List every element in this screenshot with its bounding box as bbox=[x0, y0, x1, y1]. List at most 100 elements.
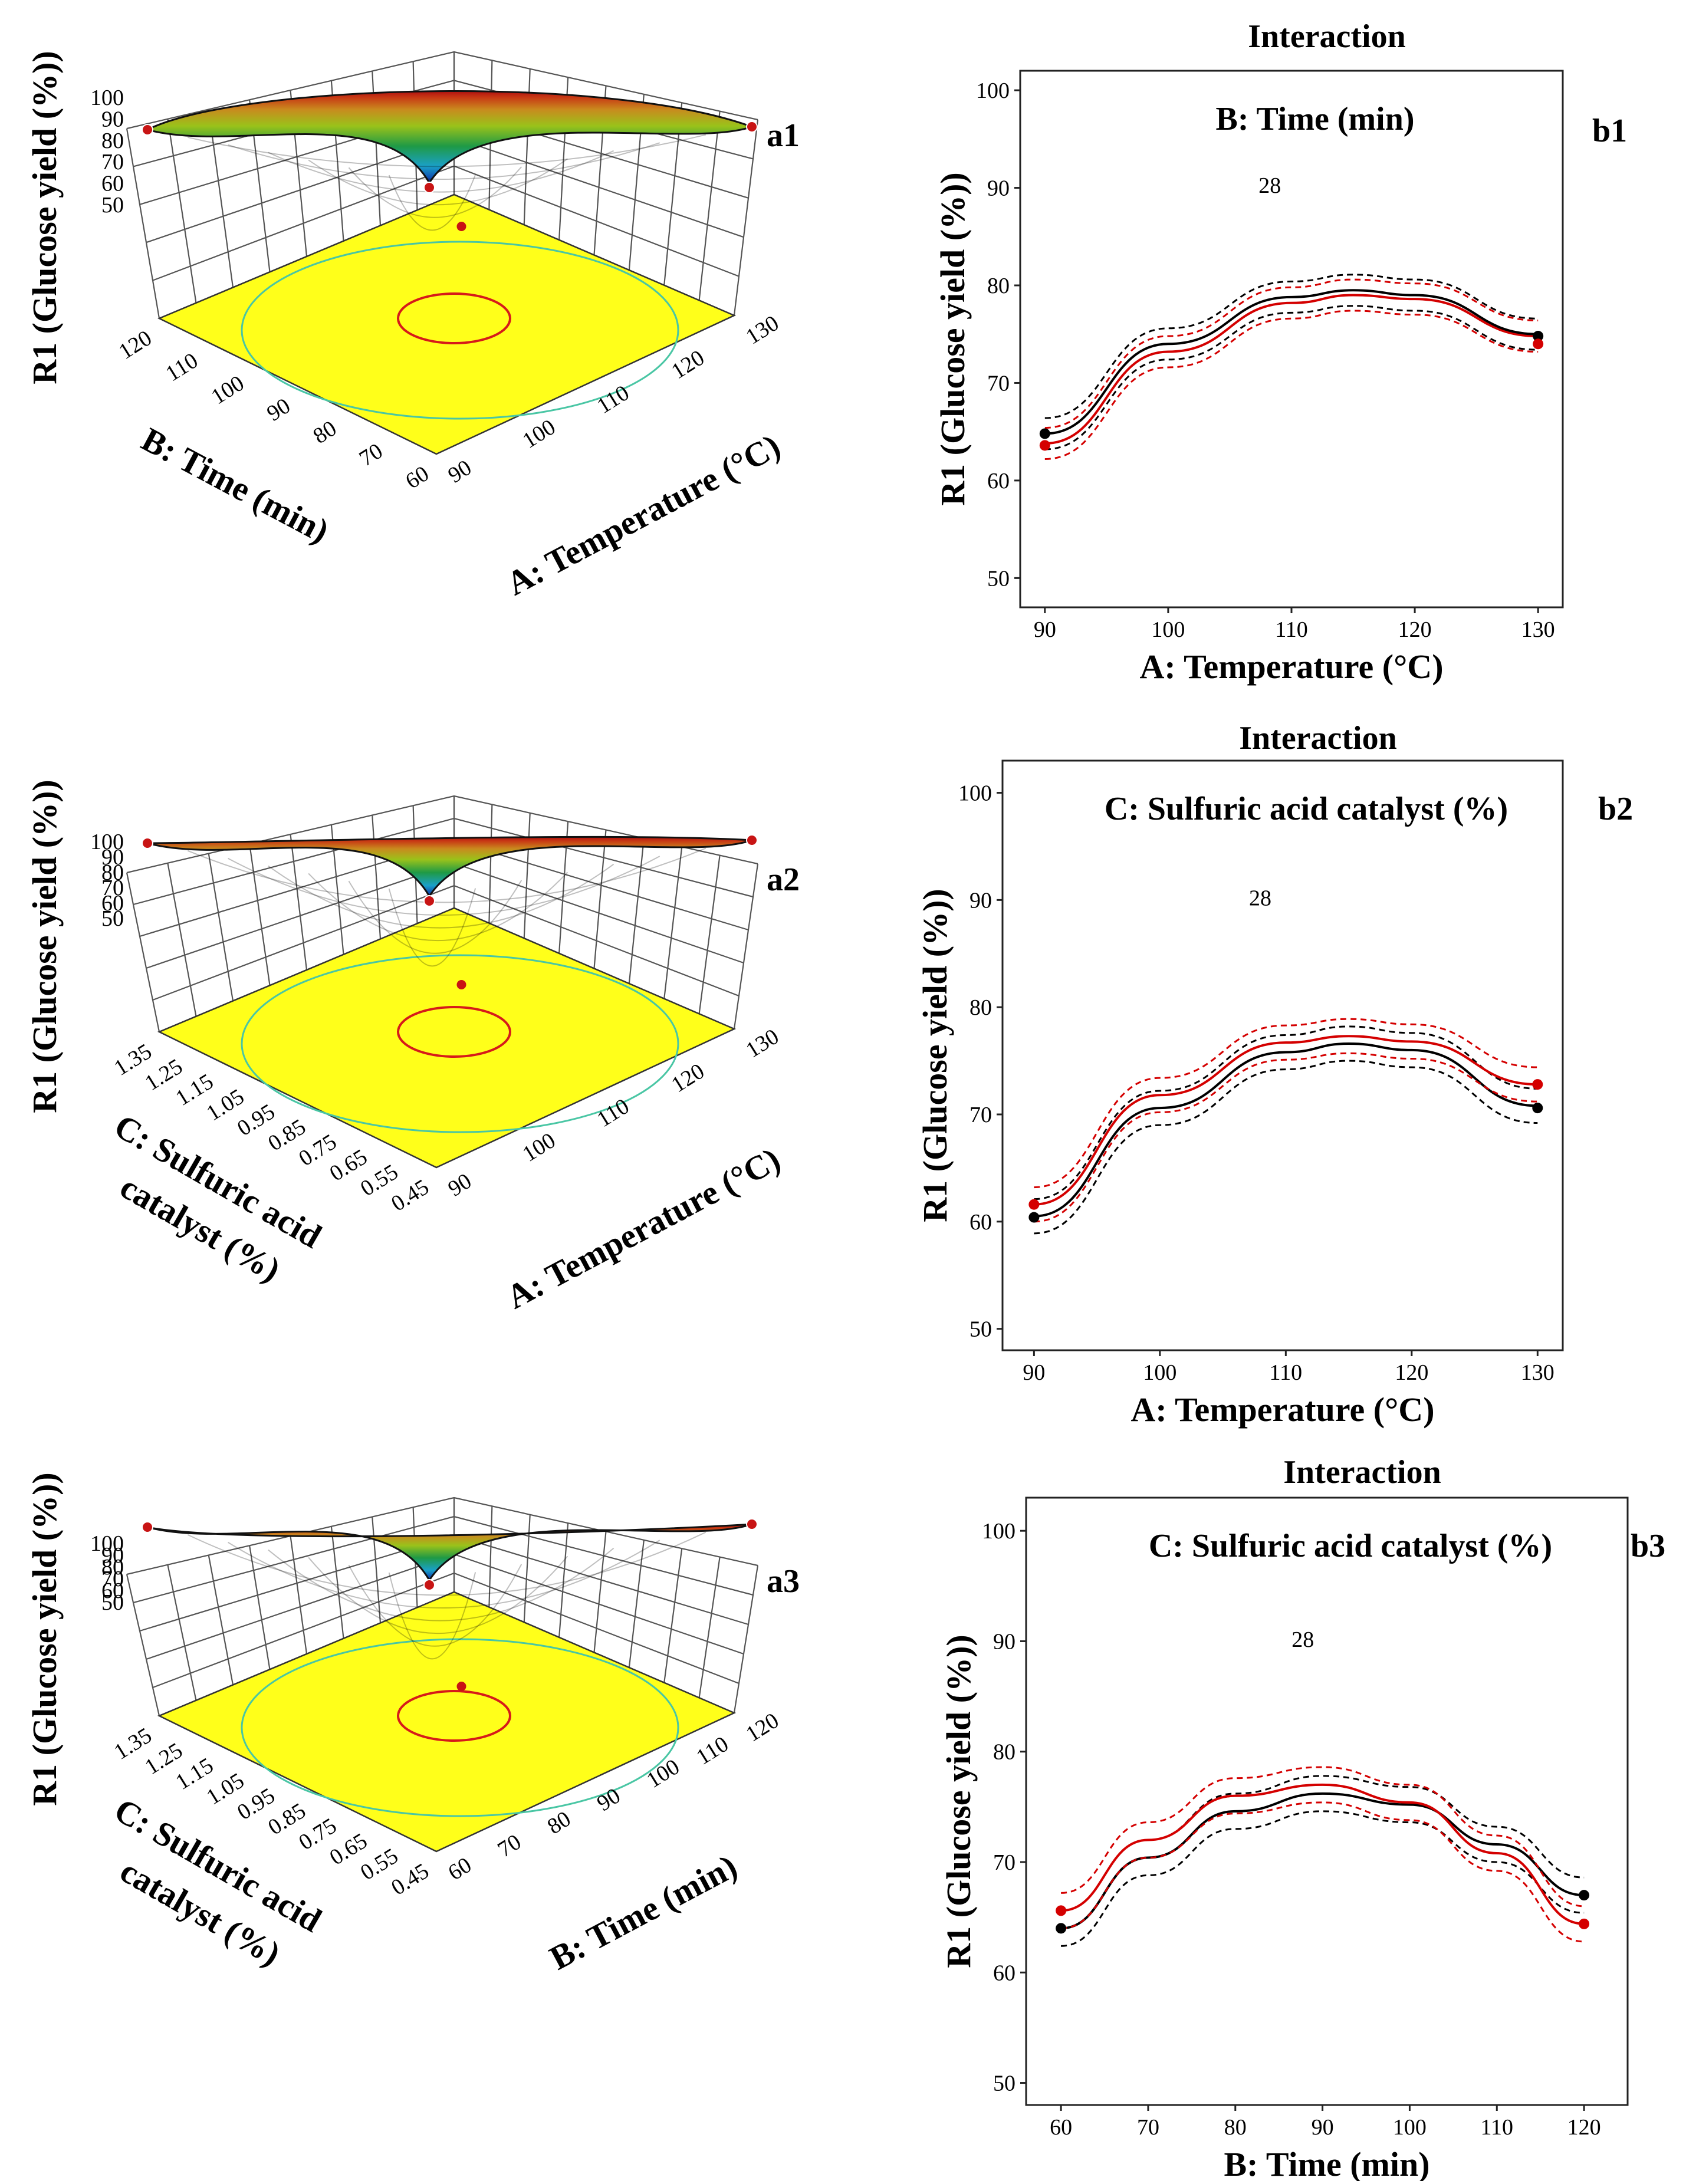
plot-frame bbox=[1019, 70, 1564, 609]
y-tick-label: 80 bbox=[987, 274, 1010, 298]
wall-gridline bbox=[167, 1564, 197, 1701]
y-tick-label: 60 bbox=[987, 469, 1010, 494]
contour-line bbox=[241, 241, 679, 420]
wall-gridline bbox=[290, 834, 308, 971]
surface-mesh-line bbox=[187, 847, 706, 903]
x-tick-label: 100 bbox=[1143, 1360, 1176, 1385]
surface-mesh-line bbox=[268, 150, 614, 193]
surface-mesh-line bbox=[388, 888, 476, 967]
surface-mesh-line bbox=[268, 1547, 614, 1621]
contour-line bbox=[241, 1638, 679, 1817]
z-tick-label: 50 bbox=[101, 906, 124, 931]
confidence-band-upper bbox=[1044, 278, 1539, 429]
panel-tag: b1 bbox=[1592, 113, 1627, 149]
confidence-band-upper bbox=[1061, 1766, 1585, 1907]
y-tick-label: 100 bbox=[982, 1519, 1015, 1544]
z-tick-label: 80 bbox=[101, 860, 124, 885]
x-tick-label: 130 bbox=[1521, 1360, 1554, 1385]
panel-tag: a1 bbox=[767, 117, 800, 154]
right-axis-tick: 80 bbox=[543, 1807, 575, 1840]
surface-mesh-line bbox=[228, 142, 660, 180]
wall-gridline bbox=[208, 109, 234, 288]
y-tick-label: 60 bbox=[969, 1210, 992, 1235]
design-point bbox=[423, 1579, 435, 1591]
surface-mesh-line bbox=[348, 1564, 522, 1647]
panel-tag: a3 bbox=[767, 1563, 800, 1600]
wall-gridline bbox=[290, 1535, 308, 1655]
wall-gridline bbox=[372, 1517, 382, 1623]
contour-line bbox=[241, 954, 679, 1133]
left-axis-tick: 70 bbox=[355, 439, 387, 472]
x-tick-label: 120 bbox=[1395, 1360, 1428, 1385]
y-tick-label: 100 bbox=[976, 78, 1010, 103]
wall-gridline bbox=[593, 830, 607, 969]
interaction-plot-b3: Interaction C: Sulfuric acid catalyst (%)… bbox=[939, 1454, 1665, 2183]
right-axis-tick: 120 bbox=[667, 346, 709, 384]
wall-gridline bbox=[488, 804, 493, 923]
confidence-band-upper bbox=[1034, 1025, 1538, 1200]
wall-gridline bbox=[372, 815, 382, 939]
left-axis-tick: 90 bbox=[262, 393, 294, 426]
series-line bbox=[1034, 1035, 1538, 1206]
confidence-band-lower bbox=[1034, 1052, 1538, 1223]
confidence-band-upper bbox=[1044, 274, 1539, 419]
data-point bbox=[1533, 331, 1544, 342]
back-wall-left bbox=[127, 1498, 454, 1716]
z-axis-title: R1 (Glucose yield (%)) bbox=[25, 1472, 64, 1805]
design-point bbox=[456, 222, 466, 231]
wall-gridline bbox=[698, 111, 721, 301]
data-point bbox=[1039, 440, 1050, 451]
right-axis-tick: 90 bbox=[444, 1169, 476, 1202]
x-tick-label: 110 bbox=[1480, 2115, 1513, 2140]
response-surface bbox=[147, 1523, 752, 1582]
surface-mesh-line bbox=[308, 158, 568, 206]
confidence-band-lower bbox=[1061, 1810, 1585, 1947]
surface-mesh-line bbox=[348, 880, 522, 954]
x-tick-label: 60 bbox=[1050, 2115, 1072, 2140]
contour-line bbox=[397, 292, 511, 344]
design-point bbox=[423, 895, 435, 907]
right-axis-title: A: Temperature (°C) bbox=[500, 1140, 786, 1316]
confidence-band-lower bbox=[1034, 1060, 1538, 1235]
left-axis-tick: 110 bbox=[162, 348, 202, 386]
plot-title: Interaction bbox=[1239, 720, 1397, 756]
surface-mesh-line bbox=[308, 1555, 568, 1634]
right-axis-tick: 70 bbox=[494, 1830, 525, 1863]
wall-gridline bbox=[167, 863, 197, 1017]
legend-title: C: Sulfuric acid catalyst (%) bbox=[1149, 1528, 1552, 1564]
contour-line bbox=[397, 1006, 511, 1058]
interaction-plot-b2: Interaction C: Sulfuric acid catalyst (%)… bbox=[916, 720, 1633, 1429]
right-axis-tick: 120 bbox=[742, 1708, 784, 1747]
wall-gridline bbox=[698, 1557, 721, 1698]
design-point bbox=[746, 121, 758, 133]
design-point bbox=[142, 837, 153, 849]
design-point bbox=[142, 124, 153, 136]
y-tick-label: 50 bbox=[969, 1317, 992, 1342]
wall-gridline bbox=[558, 1523, 569, 1637]
x-tick-label: 120 bbox=[1567, 2115, 1601, 2140]
confidence-band-upper bbox=[1034, 1018, 1538, 1189]
x-axis-title: A: Temperature (°C) bbox=[1139, 647, 1443, 686]
wall-gridline bbox=[628, 838, 645, 984]
back-wall-right bbox=[454, 796, 758, 1029]
panel-tag: a2 bbox=[767, 861, 800, 898]
data-point bbox=[1028, 1199, 1040, 1210]
surface-mesh-line bbox=[228, 856, 660, 916]
y-tick-label: 50 bbox=[993, 2071, 1015, 2096]
data-point bbox=[1579, 1918, 1590, 1929]
wall-gridline bbox=[733, 1565, 759, 1713]
series-line bbox=[1044, 289, 1539, 435]
y-axis-title: R1 (Glucose yield (%)) bbox=[939, 1634, 978, 1968]
z-tick-label: 90 bbox=[101, 845, 124, 870]
data-point bbox=[1056, 1923, 1067, 1934]
x-tick-label: 90 bbox=[1312, 2115, 1334, 2140]
y-tick-label: 90 bbox=[969, 888, 992, 913]
wall-gridline bbox=[126, 1574, 160, 1716]
right-axis-tick: 130 bbox=[742, 311, 784, 350]
y-tick-label: 90 bbox=[987, 176, 1010, 201]
plot-frame bbox=[1001, 759, 1564, 1351]
z-tick-label: 70 bbox=[101, 876, 124, 900]
surface-mesh-line bbox=[268, 863, 614, 929]
